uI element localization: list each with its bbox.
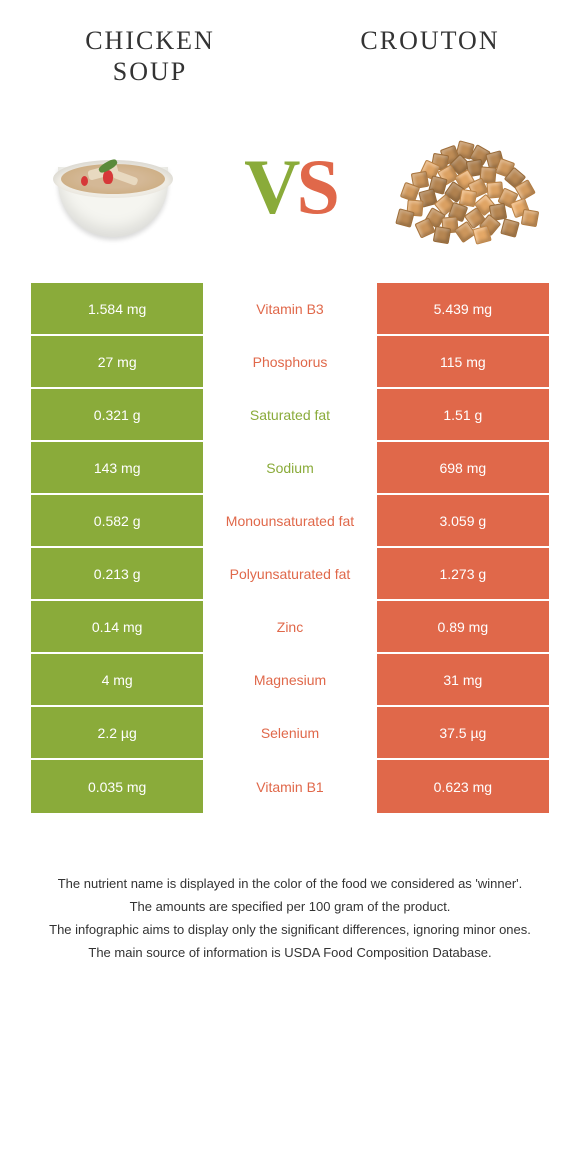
value-right: 115 mg [375, 336, 549, 387]
table-row: 0.213 gPolyunsaturated fat1.273 g [31, 548, 549, 601]
value-right: 698 mg [375, 442, 549, 493]
footer-line-4: The main source of information is USDA F… [35, 943, 545, 964]
images-row: VS [0, 97, 580, 267]
vs-s: S [296, 142, 335, 232]
table-row: 1.584 mgVitamin B35.439 mg [31, 283, 549, 336]
value-right: 1.51 g [375, 389, 549, 440]
value-right: 5.439 mg [375, 283, 549, 334]
nutrient-label: Saturated fat [205, 389, 374, 440]
nutrient-label: Vitamin B1 [205, 760, 374, 813]
table-row: 0.582 gMonounsaturated fat3.059 g [31, 495, 549, 548]
nutrient-label: Magnesium [205, 654, 374, 705]
table-row: 143 mgSodium698 mg [31, 442, 549, 495]
value-left: 0.582 g [31, 495, 205, 546]
vs-v: V [244, 142, 296, 232]
footer-notes: The nutrient name is displayed in the co… [35, 874, 545, 963]
value-left: 2.2 µg [31, 707, 205, 758]
nutrient-label: Polyunsaturated fat [205, 548, 374, 599]
vs-label: VS [244, 142, 336, 232]
table-row: 27 mgPhosphorus115 mg [31, 336, 549, 389]
footer-line-2: The amounts are specified per 100 gram o… [35, 897, 545, 918]
nutrient-label: Vitamin B3 [205, 283, 374, 334]
value-right: 31 mg [375, 654, 549, 705]
value-left: 0.321 g [31, 389, 205, 440]
value-left: 0.14 mg [31, 601, 205, 652]
value-left: 1.584 mg [31, 283, 205, 334]
comparison-table: 1.584 mgVitamin B35.439 mg27 mgPhosphoru… [30, 282, 550, 814]
value-right: 0.623 mg [375, 760, 549, 813]
nutrient-label: Selenium [205, 707, 374, 758]
nutrient-label: Sodium [205, 442, 374, 493]
nutrient-label: Phosphorus [205, 336, 374, 387]
value-left: 0.213 g [31, 548, 205, 599]
footer-line-1: The nutrient name is displayed in the co… [35, 874, 545, 895]
table-row: 4 mgMagnesium31 mg [31, 654, 549, 707]
value-left: 4 mg [31, 654, 205, 705]
food-right-image [390, 127, 545, 247]
food-left-title: CHICKEN SOUP [60, 25, 240, 87]
food-left-image [35, 127, 190, 247]
table-row: 2.2 µgSelenium37.5 µg [31, 707, 549, 760]
value-left: 143 mg [31, 442, 205, 493]
chicken-soup-icon [43, 132, 183, 242]
value-left: 0.035 mg [31, 760, 205, 813]
table-row: 0.14 mgZinc0.89 mg [31, 601, 549, 654]
nutrient-label: Zinc [205, 601, 374, 652]
value-left: 27 mg [31, 336, 205, 387]
food-right-title: CROUTON [340, 25, 520, 87]
footer-line-3: The infographic aims to display only the… [35, 920, 545, 941]
nutrient-label: Monounsaturated fat [205, 495, 374, 546]
value-right: 1.273 g [375, 548, 549, 599]
crouton-icon [392, 132, 542, 242]
header: CHICKEN SOUP CROUTON [0, 0, 580, 97]
value-right: 37.5 µg [375, 707, 549, 758]
value-right: 3.059 g [375, 495, 549, 546]
table-row: 0.321 gSaturated fat1.51 g [31, 389, 549, 442]
value-right: 0.89 mg [375, 601, 549, 652]
table-row: 0.035 mgVitamin B10.623 mg [31, 760, 549, 813]
